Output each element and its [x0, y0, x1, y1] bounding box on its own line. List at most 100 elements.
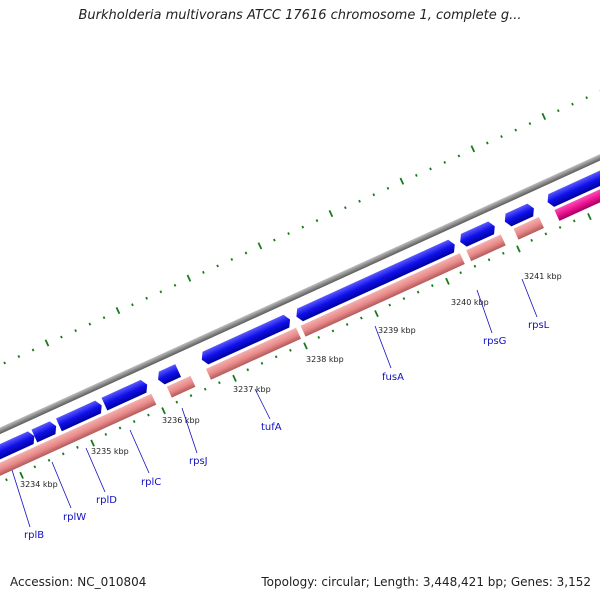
inner-tick-mark [530, 238, 534, 242]
gene-label-rplD[interactable]: rplD [96, 495, 117, 506]
inner-tick-mark [431, 284, 434, 288]
inner-tick-mark [558, 225, 562, 229]
gene-labels: rplB rplW rplD rplC rpsJ tufA fusA rpsG … [24, 320, 550, 541]
leader-line-rpsG [476, 289, 493, 334]
outer-tick-mark [230, 257, 234, 261]
outer-tick-mark [301, 225, 305, 229]
accession-text: Accession: NC_010804 [10, 575, 147, 589]
inner-tick-mark [90, 439, 95, 447]
inner-tick-mark [473, 264, 477, 268]
gene-reverse-block[interactable] [300, 253, 465, 337]
outer-tick-mark [500, 135, 503, 138]
gene-forward-arrow[interactable] [502, 202, 537, 228]
gene-reverse-block[interactable] [513, 217, 544, 240]
inner-tick-mark [132, 420, 136, 423]
gene-forward-arrow[interactable] [457, 220, 497, 248]
gene-forward-arrow[interactable] [294, 238, 458, 323]
gene-reverse-block[interactable] [166, 375, 196, 398]
inner-tick-mark [61, 452, 65, 456]
outer-tick-mark [202, 270, 205, 274]
inner-tick-mark [246, 368, 250, 372]
gene-forward-arrow[interactable] [199, 313, 293, 366]
inner-tick-mark [47, 458, 51, 462]
inner-tick-mark [587, 213, 592, 221]
outer-tick-mark [386, 186, 390, 190]
inner-tick-mark [218, 381, 221, 385]
outer-tick-mark [287, 232, 290, 236]
outer-tick-mark [74, 329, 77, 333]
gene-label-rpsG[interactable]: rpsG [483, 336, 506, 347]
gene-reverse-block[interactable] [466, 234, 506, 262]
inner-tick-mark [402, 297, 406, 301]
kbp-label: 3234 kbp [20, 480, 58, 489]
inner-tick-mark [203, 387, 207, 391]
outer-tick-mark [131, 303, 134, 307]
gene-reverse-block[interactable] [205, 327, 301, 380]
leader-line-rplD [85, 447, 106, 493]
inner-tick-mark [33, 465, 37, 469]
outer-tick-mark [186, 274, 192, 282]
inner-tick-mark [104, 432, 108, 436]
gene-label-rplC[interactable]: rplC [141, 477, 161, 488]
outer-tick-mark [486, 141, 489, 145]
inner-tick-mark [19, 471, 24, 479]
leader-line-rpsL [521, 278, 538, 318]
inner-tick-mark [516, 245, 521, 253]
inner-tick-mark [345, 323, 349, 326]
gene-label-rplW[interactable]: rplW [63, 512, 86, 523]
outer-tick-mark [315, 219, 319, 223]
gene-label-rpsL[interactable]: rpsL [528, 320, 550, 331]
inner-tick-mark [161, 407, 166, 415]
topology-summary-text: Topology: circular; Length: 3,448,421 bp… [261, 575, 591, 589]
outer-tick-mark [44, 339, 50, 347]
inner-tick-mark [416, 290, 420, 294]
inner-tick-mark [388, 303, 392, 307]
outer-tick-mark [571, 102, 574, 106]
gene-forward-arrow[interactable] [101, 378, 151, 411]
gene-forward-arrow[interactable] [56, 399, 105, 432]
inner-tick-mark [189, 394, 193, 398]
inner-tick-mark [118, 426, 122, 430]
gene-label-rpsJ[interactable]: rpsJ [189, 456, 208, 467]
gene-label-rplB[interactable]: rplB [24, 530, 44, 541]
gene-forward-arrow[interactable] [155, 364, 182, 386]
forward-gene-track [0, 160, 600, 464]
gene-forward-arrow[interactable] [31, 420, 59, 443]
outer-tick-mark [115, 307, 121, 315]
gene-reverse-block[interactable] [0, 393, 157, 481]
inner-tick-mark [501, 251, 505, 255]
gene-forward-arrow[interactable] [0, 430, 37, 464]
reverse-gene-track [0, 172, 600, 481]
inner-tick-mark [175, 400, 179, 404]
kbp-label: 3240 kbp [451, 298, 489, 307]
inner-tick-row [5, 213, 592, 482]
gene-label-fusA[interactable]: fusA [382, 372, 404, 383]
inner-tick-mark [317, 335, 321, 339]
inner-tick-mark [445, 277, 450, 285]
kbp-labels: 3234 kbp 3235 kbp 3236 kbp 3237 kbp 3238… [20, 272, 562, 489]
outer-tick-mark [244, 251, 248, 255]
outer-tick-mark [429, 167, 432, 171]
outer-tick-row [3, 89, 600, 365]
gene-leader-lines [11, 278, 538, 528]
outer-tick-mark [528, 122, 532, 126]
gene-rna-block[interactable] [554, 172, 600, 221]
kbp-label: 3239 kbp [378, 326, 416, 335]
inner-tick-mark [303, 342, 308, 350]
leader-line-rplW [51, 461, 72, 509]
outer-tick-mark [556, 109, 560, 113]
map-title: Burkholderia multivorans ATCC 17616 chro… [78, 8, 522, 23]
inner-tick-mark [274, 355, 278, 359]
inner-tick-mark [76, 445, 79, 449]
gene-forward-arrow[interactable] [545, 160, 600, 208]
gene-label-tufA[interactable]: tufA [261, 422, 282, 433]
inner-tick-mark [544, 232, 548, 236]
backbone [0, 129, 600, 451]
outer-tick-mark [514, 128, 518, 132]
leader-line-rplC [129, 429, 150, 474]
leader-line-rpsJ [181, 407, 198, 454]
outer-tick-mark [415, 173, 418, 177]
inner-tick-mark [572, 219, 576, 223]
outer-tick-mark [328, 209, 334, 218]
